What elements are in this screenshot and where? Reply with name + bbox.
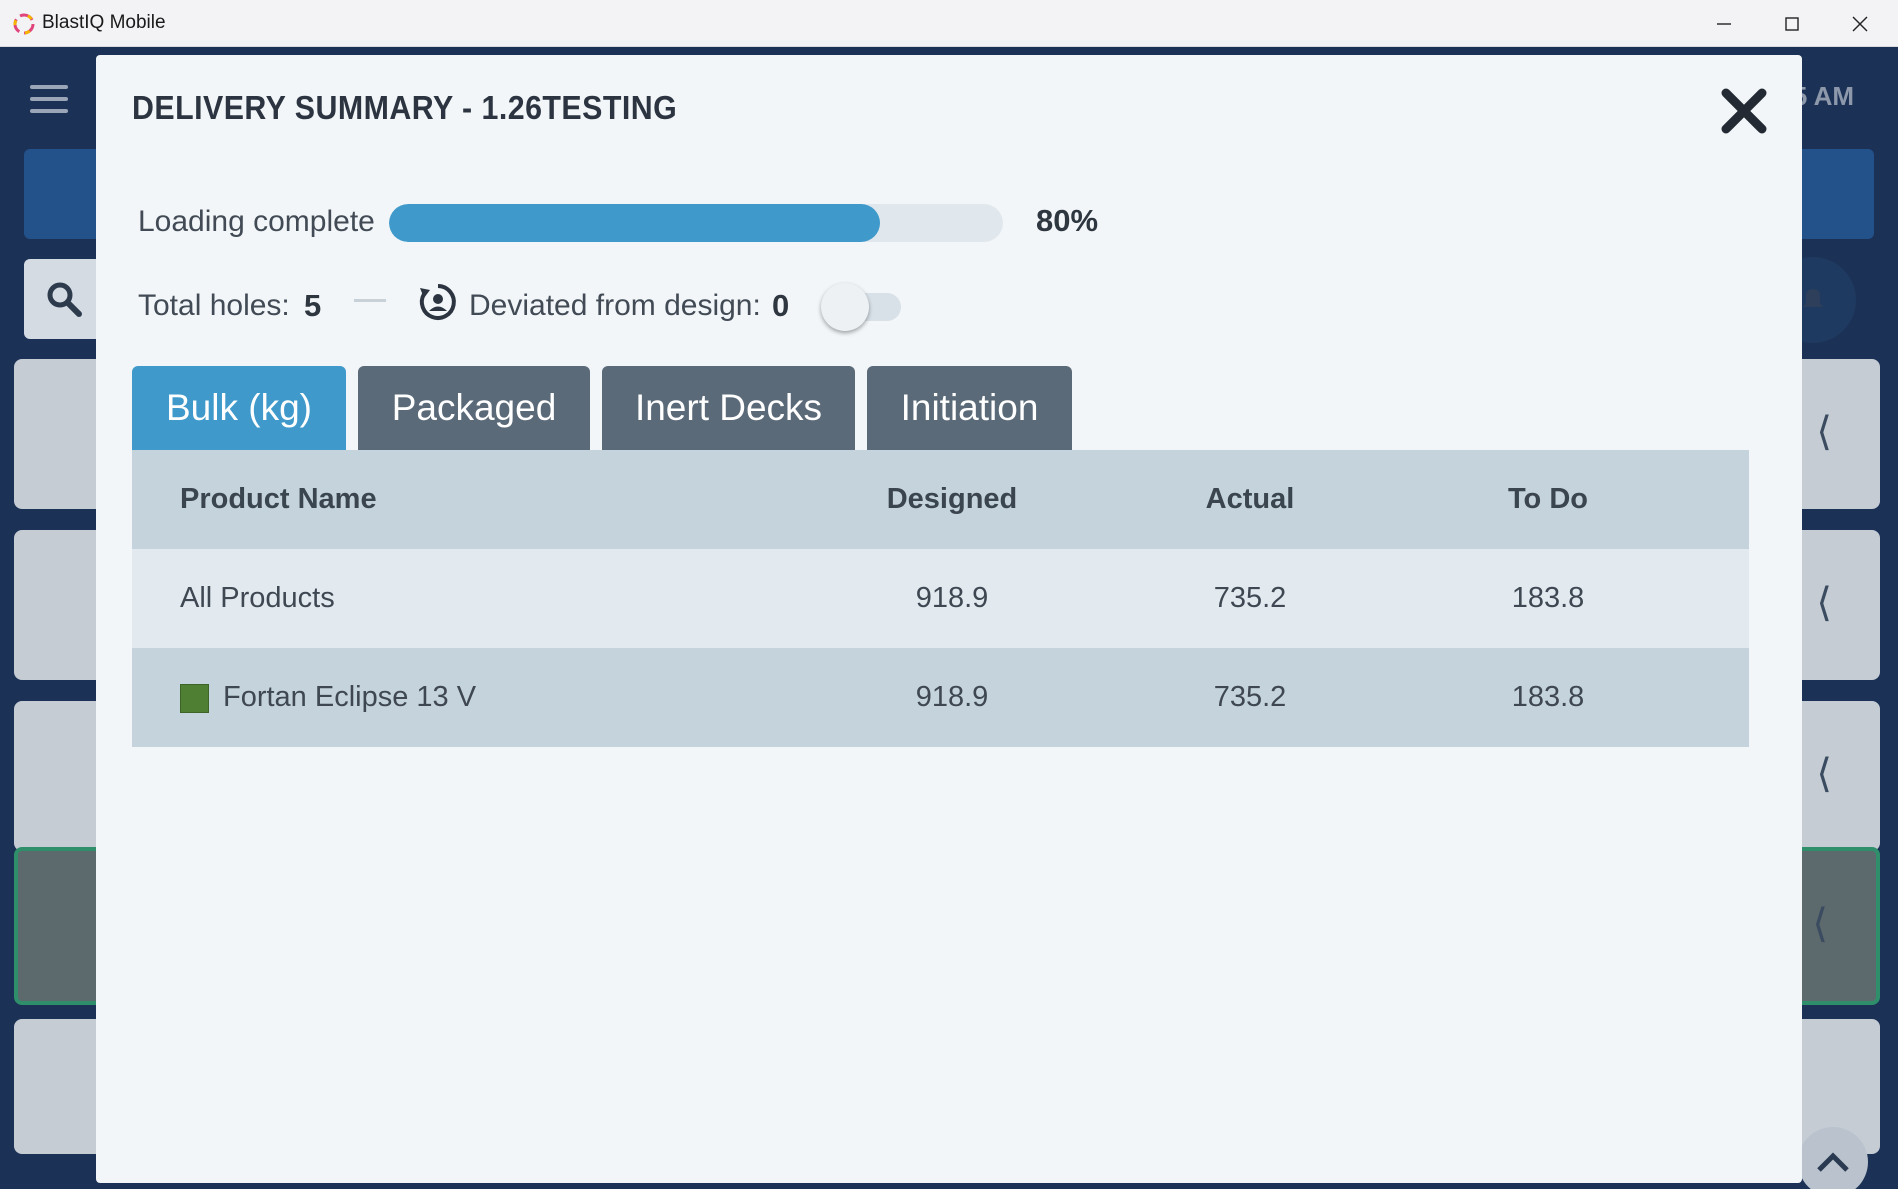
scroll-top-button[interactable] <box>1798 1127 1868 1189</box>
tab-bulk[interactable]: Bulk (kg) <box>132 366 346 450</box>
maximize-icon <box>1785 16 1799 31</box>
chevron-icon: ⟨ <box>1816 410 1832 454</box>
column-header-product-name: Product Name <box>180 483 377 515</box>
product-name: Fortan Eclipse 13 V <box>223 681 477 713</box>
table-row[interactable]: Fortan Eclipse 13 V 918.9 735.2 183.8 <box>132 648 1749 747</box>
progress-fill <box>389 204 881 242</box>
dialog-title: DELIVERY SUMMARY - 1.26TESTING <box>132 89 678 126</box>
chevron-up-icon <box>1817 1152 1849 1172</box>
search-button[interactable] <box>24 259 104 339</box>
column-header-to-do: To Do <box>1508 483 1588 515</box>
todo-value: 183.8 <box>1511 582 1585 614</box>
product-name: All Products <box>180 582 335 614</box>
minimize-button[interactable] <box>1690 0 1758 47</box>
chevron-icon: ⟨ <box>1812 902 1828 946</box>
progress-label: Loading complete <box>138 205 375 238</box>
designed-value: 918.9 <box>915 582 989 614</box>
deviation-icon <box>419 284 456 320</box>
menu-icon[interactable] <box>30 85 68 115</box>
tab-inert-decks[interactable]: Inert Decks <box>602 366 855 450</box>
window-title-bar: BlastIQ Mobile <box>0 0 1898 47</box>
actual-value: 735.2 <box>1213 582 1287 614</box>
bell-icon <box>1803 289 1823 307</box>
tab-initiation[interactable]: Initiation <box>867 366 1072 450</box>
window-close-button[interactable] <box>1826 0 1894 47</box>
tab-packaged[interactable]: Packaged <box>358 366 590 450</box>
deviated-filter-toggle[interactable] <box>821 283 905 331</box>
total-holes-value: 5 <box>304 288 322 323</box>
table-row[interactable]: All Products 918.9 735.2 183.8 <box>132 549 1749 648</box>
search-icon <box>47 282 82 317</box>
deviated-label: Deviated from design: <box>469 289 761 322</box>
progress-percent: 80% <box>1036 203 1099 238</box>
window-title: BlastIQ Mobile <box>42 12 166 33</box>
blastiq-logo-icon <box>13 13 35 35</box>
deviated-value: 0 <box>772 288 790 323</box>
close-icon <box>1852 16 1868 31</box>
delivery-summary-dialog: DELIVERY SUMMARY - 1.26TESTING Loading c… <box>96 55 1802 1183</box>
product-color-swatch <box>180 684 209 713</box>
actual-value: 735.2 <box>1213 681 1287 713</box>
close-dialog-button[interactable] <box>1718 85 1770 137</box>
todo-value: 183.8 <box>1511 681 1585 713</box>
toggle-knob <box>821 283 869 331</box>
clock-text: 5 AM <box>1792 81 1854 111</box>
maximize-button[interactable] <box>1758 0 1826 47</box>
chevron-icon: ⟨ <box>1816 752 1832 796</box>
column-header-actual: Actual <box>1205 483 1295 515</box>
minimize-icon <box>1717 22 1731 25</box>
chevron-icon: ⟨ <box>1816 581 1832 625</box>
product-table: Product Name Designed Actual To Do All P… <box>132 450 1749 747</box>
separator-dash <box>354 299 386 302</box>
designed-value: 918.9 <box>915 681 989 713</box>
loading-progress-bar <box>389 204 1003 242</box>
column-header-designed: Designed <box>886 483 1018 515</box>
total-holes-label: Total holes: <box>138 289 290 322</box>
table-header-row: Product Name Designed Actual To Do <box>132 450 1749 549</box>
